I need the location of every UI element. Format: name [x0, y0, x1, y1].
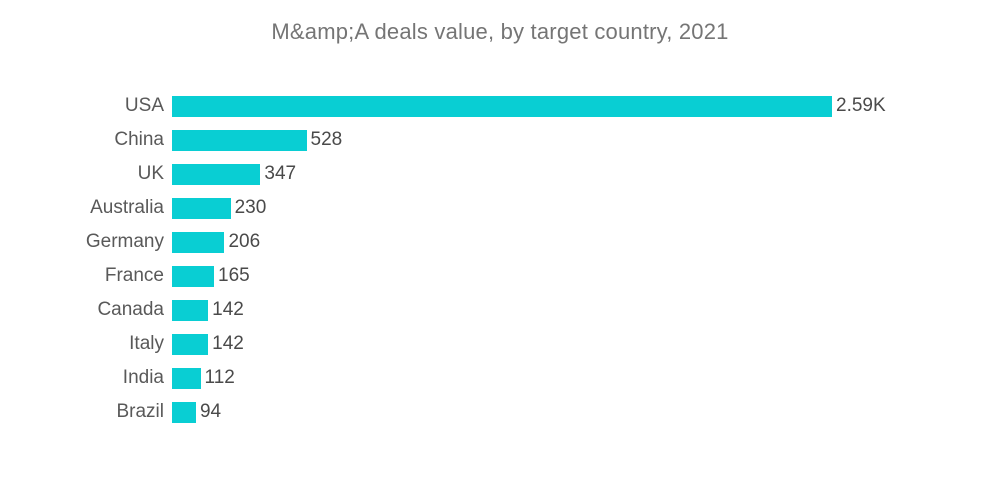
- value-label: 112: [204, 367, 235, 388]
- value-label: 347: [264, 163, 297, 184]
- chart-row: Canada 142: [0, 293, 1000, 327]
- bar[interactable]: [172, 367, 201, 389]
- value-label: 165: [218, 265, 250, 286]
- chart-row: Australia 230: [0, 191, 1000, 225]
- chart-row: India 112: [0, 361, 1000, 395]
- value-label: 142: [212, 299, 244, 320]
- value-label: 230: [234, 197, 267, 218]
- category-label: India: [122, 367, 164, 388]
- bar[interactable]: [172, 231, 225, 253]
- bar[interactable]: [172, 129, 307, 151]
- category-label: Italy: [129, 333, 164, 354]
- value-label: 2.59K: [836, 95, 886, 116]
- category-label: France: [104, 265, 164, 286]
- value-label: 94: [199, 401, 222, 422]
- chart-row: Germany 206: [0, 225, 1000, 259]
- chart-row: UK 347: [0, 157, 1000, 191]
- value-label: 528: [310, 129, 343, 150]
- bar[interactable]: [172, 401, 196, 423]
- bar[interactable]: [172, 197, 231, 219]
- value-label: 142: [212, 333, 244, 354]
- category-label: Germany: [85, 231, 164, 252]
- bar[interactable]: [172, 163, 261, 185]
- bar[interactable]: [172, 265, 215, 287]
- value-label: 206: [228, 231, 261, 252]
- bar[interactable]: [172, 299, 209, 321]
- category-label: Brazil: [116, 401, 164, 422]
- chart-row: France 165: [0, 259, 1000, 293]
- category-label: China: [114, 129, 164, 150]
- category-label: Australia: [90, 197, 164, 218]
- chart-row: USA 2.59K: [0, 89, 1000, 123]
- bar[interactable]: [172, 95, 832, 117]
- chart-row: Brazil 94: [0, 395, 1000, 429]
- chart-row: Italy 142: [0, 327, 1000, 361]
- chart-title: M&amp;A deals value, by target country, …: [271, 19, 729, 44]
- chart-rows: USA 2.59K China 528 UK 347 Australia 230…: [0, 89, 1000, 429]
- bar[interactable]: [172, 333, 209, 355]
- category-label: USA: [124, 95, 164, 116]
- category-label: Canada: [97, 299, 164, 320]
- chart-row: China 528: [0, 123, 1000, 157]
- category-label: UK: [137, 163, 164, 184]
